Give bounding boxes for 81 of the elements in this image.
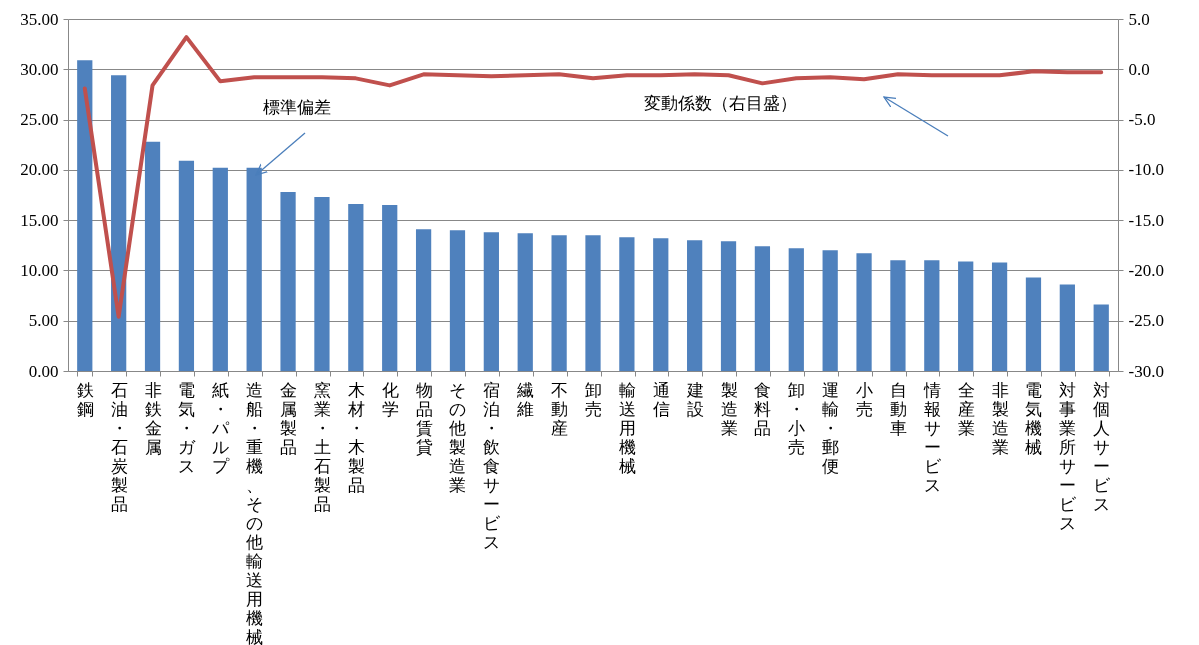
bar: [280, 191, 296, 371]
x-tick-label: 物品賃貸: [415, 380, 433, 457]
x-tick-label: 石油・石炭製品: [110, 380, 128, 514]
bar: [246, 167, 262, 371]
x-tick-label: 卸・小売: [788, 380, 806, 457]
y2-tick-label: -20.0: [1128, 260, 1164, 280]
y2-tick-label: -30.0: [1128, 361, 1164, 381]
bar: [822, 250, 838, 371]
bar: [687, 240, 703, 371]
x-tick-label: 化学: [381, 380, 399, 419]
x-tick-label: 製造業: [720, 380, 738, 438]
bar: [924, 260, 940, 371]
bar: [551, 235, 567, 371]
bar: [111, 75, 127, 371]
bar: [449, 230, 466, 371]
bar: [653, 238, 669, 371]
bar: [754, 246, 771, 371]
x-tick-label: 対個人サービス: [1093, 380, 1112, 514]
bar: [958, 261, 974, 371]
bar: [178, 160, 195, 371]
text: 標準偏差: [263, 98, 331, 117]
bar: [483, 232, 499, 371]
x-tick-label: 対事業所サービス: [1059, 380, 1078, 533]
x-tick-label: 金属製品: [280, 380, 298, 457]
bar: [77, 60, 93, 371]
x-tick-label: 情報サービス: [922, 380, 942, 495]
x-tick-label: 電気・ガス: [178, 380, 197, 476]
x-tick-label: 非製造業: [991, 380, 1009, 457]
x-tick-label: 木材・木製品: [346, 380, 365, 495]
x-tick-label: 通信: [652, 380, 670, 419]
y-tick-label: 20.00: [20, 160, 59, 180]
y2-tick-label: -15.0: [1128, 210, 1164, 230]
x-tick-label: 自動車: [889, 380, 907, 438]
category-label: 宿泊・飲食サービス: [483, 380, 501, 552]
x-tick-label: 卸売: [585, 380, 602, 419]
y2-tick-label: -5.0: [1128, 110, 1156, 130]
bar: [856, 253, 872, 371]
bar: [212, 167, 228, 371]
bar: [1093, 304, 1109, 371]
x-tick-label: 非鉄金属: [144, 380, 162, 457]
y-tick-label: 0.00: [28, 361, 59, 381]
x-tick-label: 小売: [856, 380, 874, 419]
y-tick-label: 25.00: [20, 110, 59, 130]
x-tick-label: 建設: [685, 380, 704, 419]
bar: [517, 233, 533, 371]
bar: [314, 197, 330, 371]
line-series: [82, 35, 1104, 319]
x-tick-label: 繊維: [516, 380, 535, 419]
bar: [348, 204, 364, 371]
x-tick-label: その他製造業: [449, 380, 467, 495]
bar: [144, 141, 161, 371]
bar: [415, 229, 432, 371]
bar: [890, 260, 906, 371]
bar: [619, 237, 635, 371]
y2-tick-label: 5.0: [1128, 9, 1150, 29]
series-label: 変動係数（右目盛）: [643, 94, 797, 113]
y2-tick-label: 0.0: [1128, 59, 1150, 79]
y-tick-label: 10.00: [20, 260, 59, 280]
x-tick-label: 紙・パルプ: [211, 380, 231, 476]
x-tick-label: 全産業: [957, 380, 975, 438]
bar: [788, 248, 804, 371]
y-tick-label: 35.00: [20, 9, 59, 29]
bar: [991, 262, 1008, 371]
x-tick-label: 食料品: [754, 380, 772, 438]
category-label: 造船・重機、その他輸送用機械: [246, 380, 264, 645]
bar: [1059, 284, 1075, 371]
x-tick-label: 電気機械: [1025, 380, 1043, 457]
bar: [720, 241, 737, 371]
y2-tick-label: -10.0: [1128, 160, 1164, 180]
x-tick-label: 不動産: [551, 380, 569, 438]
y-tick-label: 5.00: [28, 311, 59, 331]
bar: [382, 205, 398, 371]
y-tick-label: 15.00: [20, 210, 59, 230]
bar: [1025, 277, 1042, 371]
x-tick-label: 運輸・郵便: [822, 380, 840, 476]
x-tick-label: 鉄鋼: [76, 380, 94, 419]
y-tick-label: 30.00: [20, 59, 59, 79]
bar: [585, 235, 601, 371]
x-tick-label: 窯業・土石製品: [313, 380, 331, 514]
y2-tick-label: -25.0: [1128, 311, 1164, 331]
x-tick-label: 輸送用機械: [618, 380, 636, 476]
